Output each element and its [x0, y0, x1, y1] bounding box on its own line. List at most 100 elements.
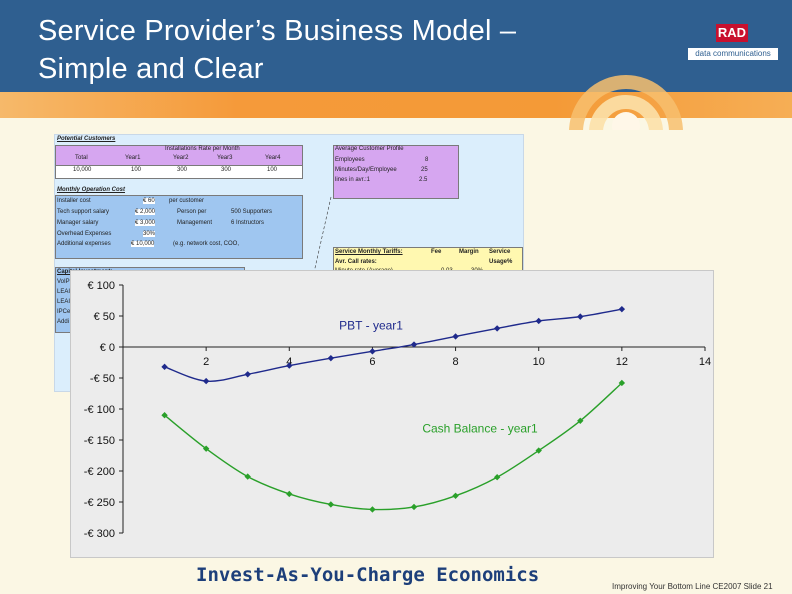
overhead-label: Overhead Expenses: [57, 231, 112, 237]
series-1-point: [369, 348, 376, 355]
line-chart: € 100 € 50 € 0 -€ 50 -€ 100 -€ 150 -€ 200 -€ 25…: [84, 280, 711, 540]
series-1-point: [618, 305, 626, 313]
x-tick-label: 8: [453, 356, 459, 368]
lines-value: 2.5: [419, 177, 428, 183]
y-tick-label: € 0: [100, 342, 115, 354]
series-2-point: [493, 474, 501, 481]
series-1-point: [493, 325, 501, 332]
y-tick-label: € 100: [87, 280, 115, 292]
year3-header: Year3: [217, 155, 233, 161]
title-bar: Service Provider’s Business Model – Simp…: [0, 0, 792, 92]
installations-values-row: [55, 165, 303, 179]
minutes-value: 25: [421, 167, 428, 173]
plot-area: [123, 285, 705, 533]
y-tick-label: -€ 200: [84, 466, 115, 478]
series-2-point: [161, 412, 168, 419]
year1-value: 100: [131, 167, 142, 173]
series-1-point: [286, 362, 293, 369]
capital-row-1: VoIP: [57, 279, 70, 285]
operation-cost-box: [55, 195, 303, 259]
series-1-point: [161, 363, 168, 371]
series-1-point: [410, 341, 418, 348]
avr-call-label: Avr. Call rates:: [335, 259, 377, 265]
supporters-label: 500 Supporters: [231, 209, 273, 215]
y-tick-label: -€ 150: [84, 435, 115, 447]
manager-salary-label: Manager salary: [57, 220, 99, 226]
decorative-arcs: [569, 75, 683, 130]
series-2-point: [452, 492, 459, 499]
series-2-point: [202, 445, 210, 452]
series-1-point: [202, 377, 210, 385]
capital-row-5: Addi: [57, 319, 70, 325]
manager-salary-value: € 3,000: [135, 220, 156, 226]
installer-cost-value: € 60: [143, 198, 155, 204]
per-customer-label: per customer: [169, 198, 205, 204]
year4-header: Year4: [265, 155, 281, 161]
series-line-2: [164, 382, 623, 511]
title-line-2: Simple and Clear: [38, 53, 264, 85]
series-2-point: [244, 473, 251, 480]
series-2-point: [369, 506, 376, 513]
year2-header: Year2: [173, 155, 189, 161]
logo-subtitle: data communications: [688, 48, 778, 60]
series-label-pbt: PBT - year1: [339, 319, 403, 333]
fee-header: Fee: [431, 249, 442, 255]
management-label: Management: [177, 220, 213, 226]
x-tick-label: 10: [533, 356, 545, 368]
overhead-value: 30%: [143, 231, 156, 237]
y-tick-label: € 50: [94, 311, 115, 323]
slide-title: Service Provider’s Business Model – Simp…: [38, 12, 516, 88]
series-1-point: [244, 371, 251, 378]
monthly-cost-label: Monthly Operation Cost: [57, 187, 125, 193]
potential-customers-label: Potential Customers: [57, 136, 116, 142]
usage-header: Usage%: [489, 259, 513, 265]
y-tick-label: -€ 300: [84, 528, 115, 540]
capital-row-4: IPCe: [57, 309, 71, 315]
year4-value: 100: [267, 167, 278, 173]
avg-profile-label: Average Customer Profile: [335, 146, 404, 152]
y-tick-label: -€ 250: [84, 497, 115, 509]
year3-value: 300: [221, 167, 232, 173]
x-tick-label: 6: [369, 356, 375, 368]
x-tick-label: 12: [616, 356, 628, 368]
total-header: Total: [75, 155, 88, 161]
tariffs-label: Service Monthly Tariffs:: [335, 249, 403, 255]
series-2-point: [286, 490, 293, 498]
tech-salary-value: € 2,000: [135, 209, 156, 215]
lines-label: lines in avr.:1: [335, 177, 371, 183]
y-tick-label: -€ 50: [90, 373, 115, 385]
tech-salary-label: Tech support salary: [57, 209, 110, 215]
series-2-point: [327, 501, 335, 508]
x-tick-label: 4: [286, 356, 292, 368]
y-tick-label: -€ 100: [84, 404, 115, 416]
margin-header: Margin: [459, 249, 479, 255]
series-label-cash-balance: Cash Balance - year1: [422, 422, 538, 436]
additional-note: (e.g. network cost, COO,: [173, 241, 240, 247]
capital-row-2: LEAI: [57, 289, 71, 295]
service-header: Service: [489, 249, 511, 255]
employees-value: 8: [425, 157, 429, 163]
title-line-1: Service Provider’s Business Model –: [38, 15, 517, 47]
total-value: 10,000: [73, 167, 92, 173]
installer-cost-label: Installer cost: [57, 198, 91, 204]
customer-profile-box: [333, 145, 459, 199]
x-tick-label: 14: [699, 356, 711, 368]
slide-footer: Improving Your Bottom Line CE2007 Slide …: [612, 582, 773, 591]
chart-panel: € 100 € 50 € 0 -€ 50 -€ 100 -€ 150 -€ 200 -€ 25…: [70, 270, 714, 558]
series-1-point: [452, 333, 459, 340]
x-tick-label: 2: [203, 356, 209, 368]
slide-caption: Invest-As-You-Charge Economics: [196, 564, 540, 586]
minutes-label: Minutes/Day/Employee: [335, 167, 397, 173]
year1-header: Year1: [125, 155, 141, 161]
additional-value: € 10,000: [131, 241, 155, 247]
series-2-point: [618, 379, 626, 387]
instructors-label: 6 Instructors: [231, 220, 265, 226]
series-1-point: [327, 354, 335, 362]
installations-header: Installations Rate per Month: [165, 146, 240, 152]
year2-value: 300: [177, 167, 188, 173]
series-2-point: [410, 503, 418, 511]
logo-mark: RAD: [716, 24, 748, 42]
series-1-point: [577, 313, 584, 320]
additional-label: Additional expenses: [57, 241, 111, 247]
employees-label: Employees: [335, 157, 365, 163]
